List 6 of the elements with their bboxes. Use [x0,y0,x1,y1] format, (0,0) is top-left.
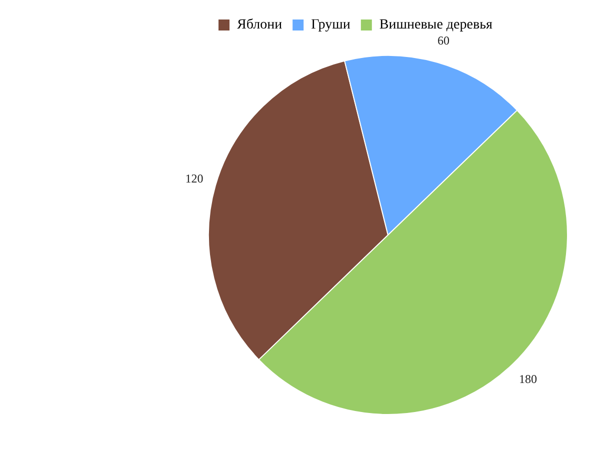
data-label: 180 [518,372,537,386]
legend-label: Вишневые деревья [379,18,493,33]
data-label: 60 [438,33,450,48]
legend-label: Груши [311,18,351,33]
legend-label: Яблони [237,18,283,33]
data-label: 120 [185,172,204,186]
